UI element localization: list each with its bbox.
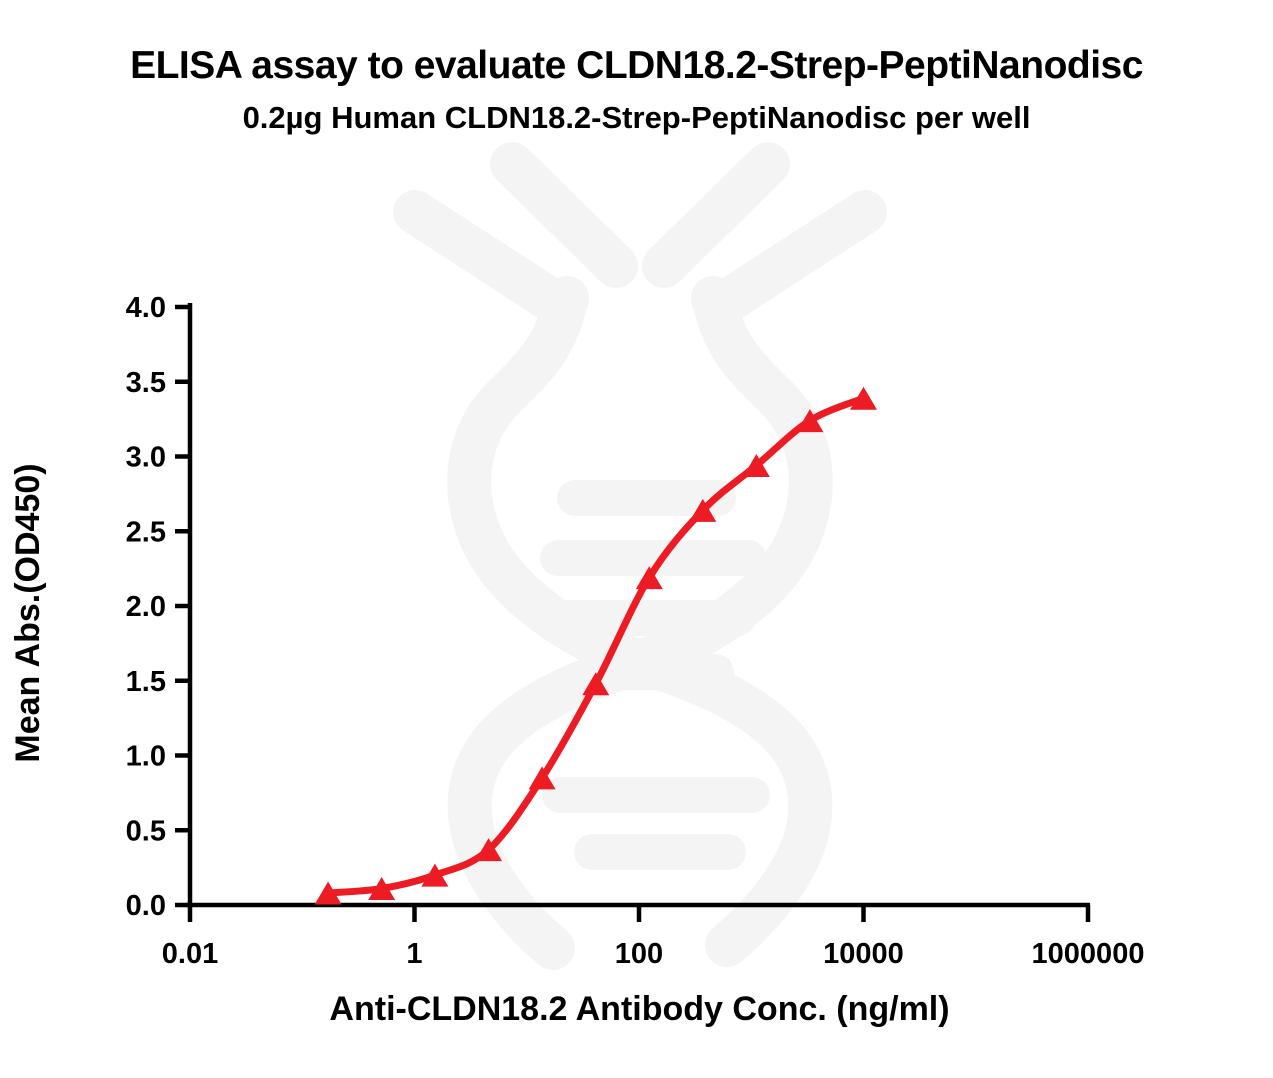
y-tick-label: 4.0 bbox=[126, 292, 166, 324]
data-point-marker bbox=[850, 386, 877, 410]
x-tick-label: 100 bbox=[615, 938, 663, 970]
data-point-marker bbox=[368, 877, 396, 901]
data-point-marker bbox=[475, 838, 503, 862]
data-point-marker bbox=[796, 409, 824, 433]
data-point-marker bbox=[742, 453, 770, 477]
y-tick-label: 0.0 bbox=[126, 890, 166, 922]
data-point-marker bbox=[528, 766, 556, 790]
y-tick-label: 2.0 bbox=[126, 591, 166, 623]
data-point-marker bbox=[635, 566, 663, 590]
axes: 0.0 0.5 1.0 1.5 2.0 2.5 3.0 3.5 4.0 0.01 1 100 10000… bbox=[126, 292, 1145, 970]
data-point-markers bbox=[314, 386, 877, 905]
y-tick-label: 1.0 bbox=[126, 741, 166, 773]
x-axis-label: Anti-CLDN18.2 Antibody Conc. (ng/ml) bbox=[329, 990, 950, 1028]
data-point-marker bbox=[421, 863, 449, 887]
data-point-marker bbox=[689, 498, 717, 522]
data-point-marker bbox=[582, 672, 610, 696]
dna-watermark-icon bbox=[393, 142, 887, 970]
chart-subtitle: 0.2µg Human CLDN18.2-Strep-PeptiNanodisc… bbox=[242, 100, 1031, 135]
y-axis-label: Mean Abs.(OD450) bbox=[9, 463, 47, 763]
x-tick-label: 0.01 bbox=[162, 938, 218, 970]
chart-title: ELISA assay to evaluate CLDN18.2-Strep-P… bbox=[130, 44, 1143, 87]
y-tick-label: 0.5 bbox=[126, 815, 166, 847]
y-tick-label: 3.0 bbox=[126, 442, 166, 474]
x-tick-label: 1 bbox=[406, 938, 422, 970]
y-tick-label: 1.5 bbox=[126, 666, 166, 698]
data-point-marker bbox=[314, 881, 342, 905]
x-tick-label: 1000000 bbox=[1032, 938, 1145, 970]
x-tick-label: 10000 bbox=[823, 938, 904, 970]
y-tick-label: 2.5 bbox=[126, 516, 166, 548]
y-tick-label: 3.5 bbox=[126, 367, 166, 399]
